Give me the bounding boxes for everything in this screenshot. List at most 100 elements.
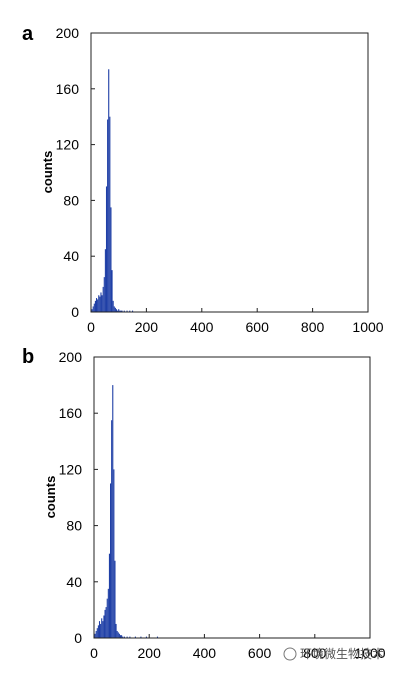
x-tick-label-b-600: 600 <box>248 645 272 661</box>
histogram-bar-b-4 <box>98 621 101 638</box>
histogram-bar-a-11 <box>103 277 105 313</box>
histogram-bar-a-30 <box>129 310 131 312</box>
x-tick-label-b-0: 0 <box>90 645 98 661</box>
y-axis-label-b: counts <box>43 476 58 519</box>
histogram-bar-b-17 <box>113 469 115 638</box>
y-tick-label-a-160: 160 <box>56 81 80 97</box>
histogram-bar-b-15 <box>111 420 113 638</box>
histogram-bar-b-5 <box>100 623 102 638</box>
histogram-bar-a-27 <box>121 310 123 312</box>
histogram-bar-a-6 <box>98 295 100 312</box>
histogram-bar-b-28 <box>129 636 131 638</box>
histogram-bar-b-12 <box>107 588 109 638</box>
histogram-bar-a-17 <box>110 207 112 313</box>
histogram-bar-a-2 <box>93 303 95 312</box>
y-tick-label-a-200: 200 <box>56 25 80 41</box>
histogram-bar-a-26 <box>120 310 122 312</box>
y-ticks-a: 0 40 80 120 160 200 <box>56 25 95 320</box>
histogram-bar-a-1 <box>92 306 94 312</box>
histogram-bar-b-11 <box>106 598 108 638</box>
y-tick-label-a-80: 80 <box>63 192 79 208</box>
histogram-bar-b-23 <box>119 635 122 638</box>
histogram-bar-b-1 <box>95 630 97 638</box>
wechat-icon <box>283 647 297 661</box>
histogram-bar-a-4 <box>95 298 98 312</box>
histogram-bar-a-10 <box>102 286 104 312</box>
x-tick-label-b-400: 400 <box>193 645 217 661</box>
histogram-bar-b-9 <box>104 609 106 638</box>
x-tick-label-a-1000: 1000 <box>352 319 383 335</box>
x-tick-label-b-1000: 1000 <box>354 645 385 661</box>
histogram-bar-a-14 <box>107 119 109 313</box>
histogram-bar-b-18 <box>114 560 116 638</box>
y-tick-label-b-120: 120 <box>59 461 83 477</box>
x-tick-label-a-0: 0 <box>87 319 95 335</box>
watermark: 环境微生物技术 <box>283 646 384 661</box>
histogram-bar-a-31 <box>132 310 134 312</box>
histogram-bar-b-2 <box>96 628 98 638</box>
x-tick-label-a-800: 800 <box>301 319 325 335</box>
histogram-bar-b-13 <box>108 553 110 638</box>
y-tick-label-b-200: 200 <box>59 349 83 365</box>
histogram-bar-b-29 <box>134 636 136 638</box>
x-tick-label-a-400: 400 <box>190 319 214 335</box>
histogram-bar-b-30 <box>140 636 142 638</box>
histogram-bar-a-12 <box>104 249 106 312</box>
y-tick-label-a-0: 0 <box>71 304 79 320</box>
y-ticks-b: 0 40 80 120 160 200 <box>59 349 98 646</box>
watermark-text: 环境微生物技术 <box>300 646 384 661</box>
histogram-bar-b-19 <box>115 623 117 638</box>
histogram-bar-a-25 <box>119 310 121 312</box>
histogram-bar-a-15 <box>108 69 110 313</box>
x-tick-label-b-800: 800 <box>303 645 327 661</box>
histogram-panel-b: b counts 0 40 80 120 160 200 0 200 400 600 800 100… <box>22 346 386 661</box>
x-tick-label-a-200: 200 <box>135 319 159 335</box>
histogram-bar-b-0 <box>94 633 96 638</box>
plot-frame-b <box>93 356 371 639</box>
histogram-bar-a-3 <box>94 300 96 312</box>
histogram-bar-a-0 <box>91 309 93 312</box>
histogram-bar-a-18 <box>111 270 113 312</box>
histogram-bar-b-21 <box>117 632 119 638</box>
histogram-bar-b-32 <box>156 636 159 638</box>
histogram-bar-b-26 <box>123 636 125 638</box>
histogram-bar-b-3 <box>97 625 99 638</box>
bars-a <box>91 69 134 313</box>
histogram-bar-b-31 <box>145 636 147 638</box>
histogram-bar-b-7 <box>102 621 104 638</box>
histogram-bar-a-22 <box>115 309 118 312</box>
histogram-bar-b-10 <box>105 607 107 638</box>
y-tick-label-a-40: 40 <box>63 248 79 264</box>
histogram-bar-b-20 <box>116 630 118 638</box>
histogram-panel-a: a counts 0 40 80 120 160 200 0 200 400 600 800 100… <box>22 23 384 335</box>
histogram-bar-a-19 <box>112 300 114 312</box>
histogram-bar-a-8 <box>100 292 102 312</box>
histogram-bar-a-5 <box>97 299 99 312</box>
x-tick-label-a-600: 600 <box>246 319 270 335</box>
histogram-bar-b-8 <box>103 615 105 638</box>
x-ticks-a: 0 200 400 600 800 1000 <box>87 308 384 335</box>
histogram-bar-a-21 <box>114 307 116 312</box>
plot-frame-a <box>90 32 369 313</box>
histogram-bar-a-9 <box>101 295 103 312</box>
histogram-bar-a-29 <box>126 310 128 312</box>
histogram-bar-b-24 <box>121 635 123 638</box>
histogram-bar-a-7 <box>99 296 101 312</box>
y-tick-label-a-120: 120 <box>56 137 80 153</box>
histogram-bar-a-20 <box>113 306 115 312</box>
histogram-bar-b-6 <box>101 618 103 638</box>
y-tick-label-b-0: 0 <box>74 630 82 646</box>
x-ticks-b: 0 200 400 600 800 1000 <box>90 634 386 661</box>
histogram-bar-a-13 <box>105 186 108 312</box>
x-tick-label-b-200: 200 <box>138 645 162 661</box>
histogram-bar-a-28 <box>123 310 125 312</box>
histogram-bar-b-22 <box>118 633 120 638</box>
histogram-bar-a-23 <box>117 310 119 312</box>
panel-letter-b: b <box>22 346 34 368</box>
y-tick-label-b-80: 80 <box>66 518 82 534</box>
y-tick-label-b-160: 160 <box>59 405 83 421</box>
histogram-bar-b-16 <box>112 385 114 638</box>
panel-letter-a: a <box>22 23 34 45</box>
histogram-bar-b-27 <box>126 636 128 638</box>
